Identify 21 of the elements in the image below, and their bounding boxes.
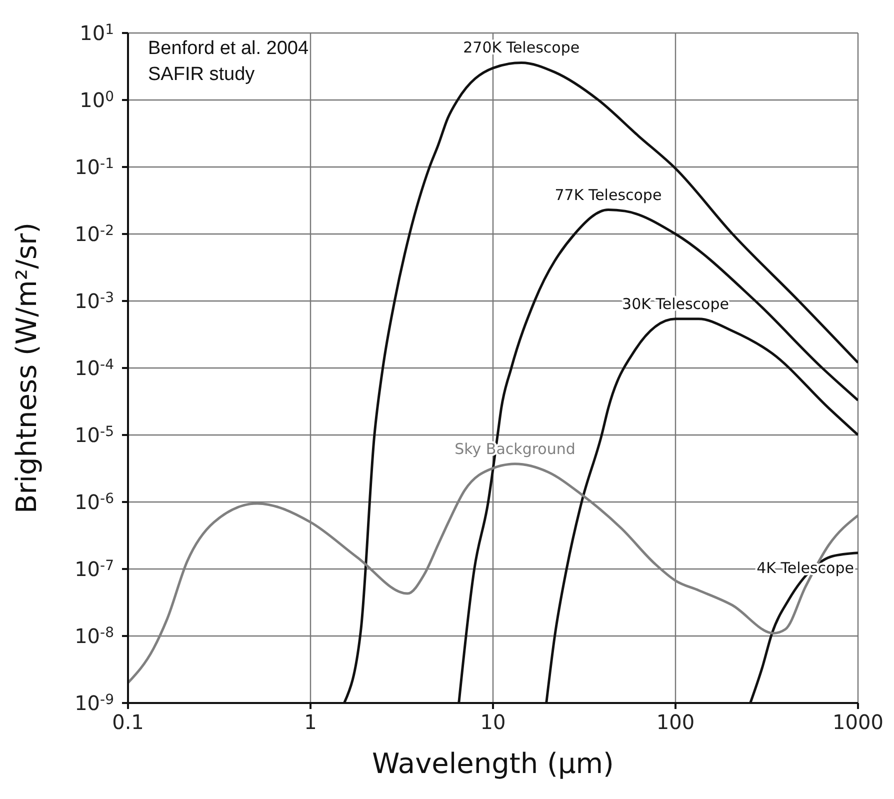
- y-tick-label: 10$^{-6}$: [74, 490, 114, 514]
- y-tick-label: 10$^{1}$: [80, 21, 114, 45]
- y-tick-label: 10$^{-9}$: [74, 691, 114, 715]
- x-tick-label: 100: [656, 710, 695, 734]
- y-tick-label: 10$^{-8}$: [74, 624, 114, 648]
- y-tick-label: 10$^{0}$: [80, 88, 114, 112]
- x-axis-title: Wavelength (μm): [372, 747, 614, 780]
- y-tick-label: 10$^{-7}$: [74, 557, 114, 581]
- x-tick-label: 1: [304, 710, 317, 734]
- y-tick-label: 10$^{-4}$: [74, 356, 114, 380]
- y-tick-label: 10$^{-2}$: [74, 222, 114, 246]
- annotation: SAFIR study: [148, 63, 256, 87]
- x-tick-label: 1000: [832, 710, 884, 734]
- annotation: Benford et al. 2004: [148, 37, 309, 61]
- x-tick-label: 0.1: [112, 710, 144, 734]
- y-tick-label: 10$^{-1}$: [74, 155, 114, 179]
- y-tick-label: 10$^{-5}$: [74, 423, 114, 447]
- y-axis-title: Brightness (W/m²/sr): [10, 222, 43, 514]
- y-tick-label: 10$^{-3}$: [74, 289, 114, 313]
- x-tick-label: 10: [480, 710, 506, 734]
- series-label: 77K Telescope: [554, 186, 662, 204]
